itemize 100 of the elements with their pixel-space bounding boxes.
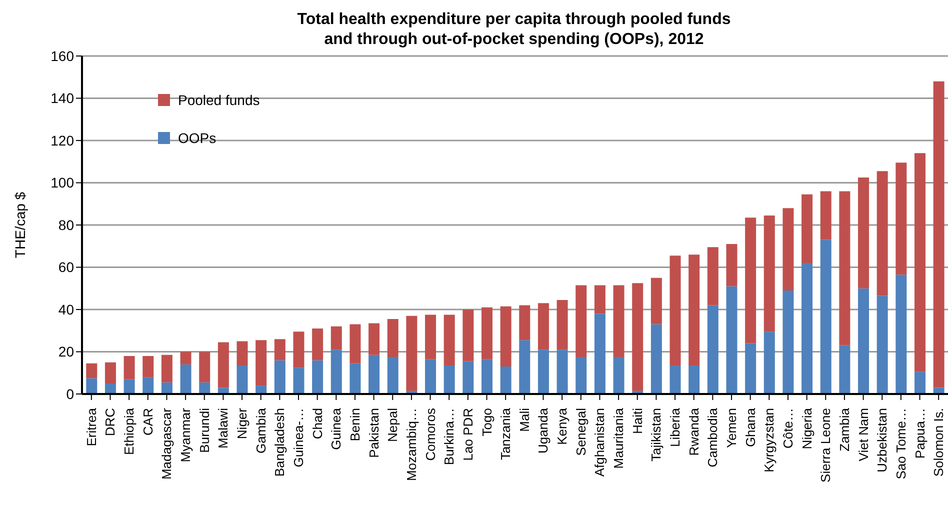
x-tick-label: Viet Nam xyxy=(856,408,871,462)
bar xyxy=(556,300,568,350)
x-tick-label: Malawi xyxy=(216,408,231,448)
bar xyxy=(650,278,662,324)
bar xyxy=(199,352,210,382)
bar xyxy=(839,345,850,394)
x-tick-label: Benin xyxy=(347,408,362,442)
bar xyxy=(707,247,718,306)
legend-label: OOPs xyxy=(178,130,216,146)
bar xyxy=(576,357,587,394)
x-tick-label: CAR xyxy=(140,408,156,436)
bar xyxy=(576,285,587,358)
bar xyxy=(142,356,154,378)
bar xyxy=(104,383,116,394)
bar xyxy=(368,323,380,355)
x-tick-label: Myanmar xyxy=(178,407,194,462)
bar xyxy=(802,263,813,394)
bar xyxy=(745,218,756,344)
bar xyxy=(368,354,380,394)
x-tick-label: Zambia xyxy=(836,407,852,452)
x-tick-label: Togo xyxy=(479,408,494,436)
x-tick-label: Nigeria xyxy=(799,407,814,450)
bar xyxy=(876,171,888,296)
bar xyxy=(444,314,455,366)
x-tick-label: Yemen xyxy=(724,408,739,448)
x-tick-label: Pakistan xyxy=(366,408,382,458)
bar xyxy=(462,361,474,394)
bar xyxy=(500,366,512,394)
bar xyxy=(124,356,135,380)
x-tick-label: Solomon Is. xyxy=(931,408,946,477)
bar xyxy=(444,365,455,394)
bar xyxy=(387,357,398,394)
y-tick-label: 60 xyxy=(58,259,74,276)
x-tick-label: Kyrgyzstan xyxy=(762,408,777,472)
x-tick-label: Madagascar xyxy=(159,407,174,480)
bar xyxy=(274,360,286,394)
x-tick-label: Niger xyxy=(234,407,250,440)
bar xyxy=(782,208,794,290)
x-tick-label: Haiti xyxy=(630,408,645,434)
bar xyxy=(236,365,248,394)
x-tick-label: Chad xyxy=(310,408,325,440)
y-tick-label: 160 xyxy=(50,48,74,64)
bar xyxy=(218,342,229,388)
x-tick-label: Sao Tome… xyxy=(893,408,908,480)
x-tick-label: Lao PDR xyxy=(460,408,476,461)
x-tick-label: Bangladesh xyxy=(272,408,288,477)
bar xyxy=(293,368,304,394)
bar xyxy=(104,362,116,384)
bar xyxy=(650,324,662,394)
bar xyxy=(86,378,98,394)
x-tick-label: Ethiopia xyxy=(122,407,137,455)
x-tick-label: Tajikistan xyxy=(648,408,664,462)
bar xyxy=(632,283,644,391)
x-tick-label: Uzbekistan xyxy=(874,408,890,472)
bar xyxy=(481,359,492,394)
bar xyxy=(896,162,907,275)
x-tick-label: Burkina… xyxy=(442,408,457,466)
x-tick-label: Papua… xyxy=(912,408,928,459)
bar xyxy=(726,244,738,286)
bar xyxy=(876,296,888,394)
x-tick-label: Afghanistan xyxy=(592,408,608,477)
bar xyxy=(330,326,342,350)
x-tick-label: Burundi xyxy=(196,408,212,453)
bar xyxy=(350,324,361,364)
bar xyxy=(820,191,832,240)
bar xyxy=(500,306,512,367)
x-tick-label: Côte… xyxy=(780,408,796,448)
bar xyxy=(425,314,436,360)
bar xyxy=(236,341,248,366)
bar xyxy=(519,340,530,394)
y-tick-label: 40 xyxy=(58,301,74,318)
bar xyxy=(142,377,154,394)
bar xyxy=(782,290,794,394)
bar xyxy=(538,303,549,350)
bar xyxy=(274,339,286,360)
bar xyxy=(688,254,700,366)
bar xyxy=(350,363,361,394)
bar xyxy=(745,343,756,394)
y-tick-label: 140 xyxy=(50,90,74,106)
bar xyxy=(933,81,944,388)
y-tick-label: 100 xyxy=(50,174,74,191)
x-tick-label: Kenya xyxy=(554,407,570,445)
x-tick-label: Sierra Leone xyxy=(818,408,834,482)
y-tick-label: 80 xyxy=(58,216,74,233)
bar xyxy=(387,319,398,358)
bar xyxy=(406,316,418,391)
bar xyxy=(670,256,681,366)
chart-title: Total health expenditure per capita through pooled funds and through out-of-pocket spending (OOPs), 2012 xyxy=(296,10,732,50)
bar xyxy=(86,363,98,378)
bar xyxy=(613,285,624,358)
bar xyxy=(914,153,926,372)
bar xyxy=(425,359,436,394)
bar xyxy=(688,365,700,394)
bar xyxy=(124,379,135,394)
bar xyxy=(594,314,606,394)
bar xyxy=(481,307,492,360)
bar xyxy=(462,310,474,362)
x-tick-label: Senegal xyxy=(573,408,588,456)
bar xyxy=(896,274,907,394)
x-tick-label: Nepal xyxy=(385,408,400,442)
